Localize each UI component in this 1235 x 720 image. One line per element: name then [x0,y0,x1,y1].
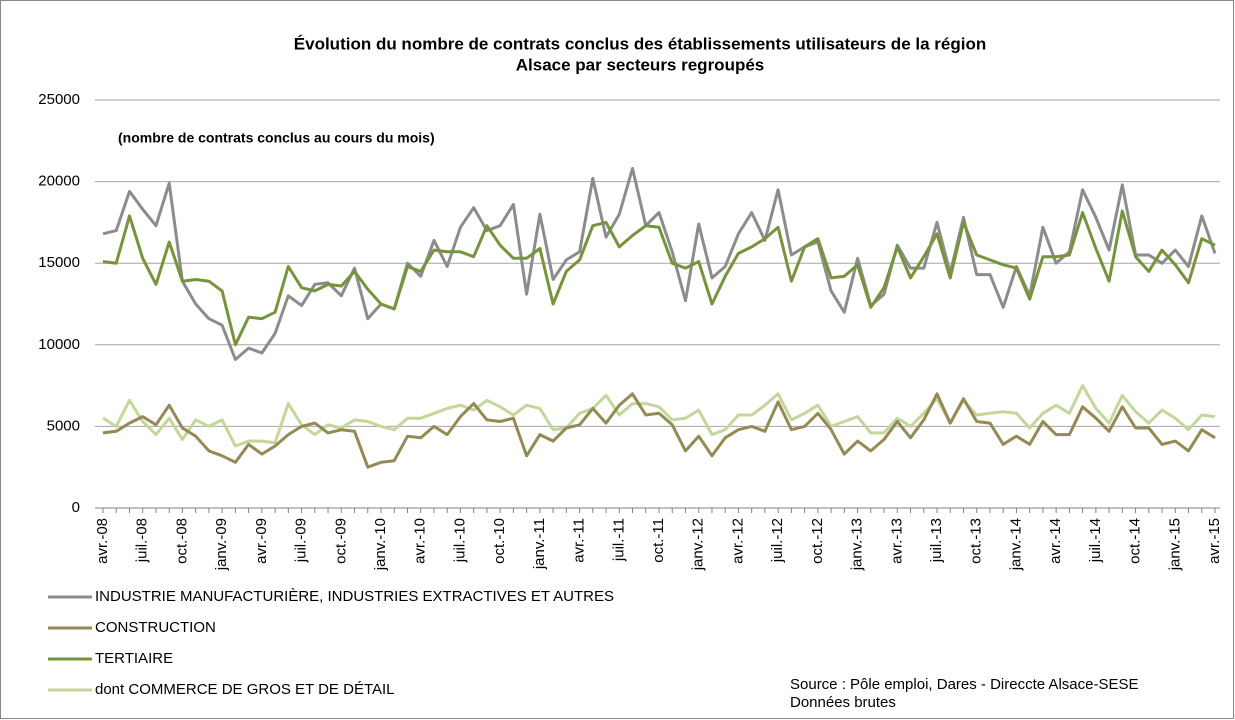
x-tick-label: avr.-15 [1206,518,1223,564]
x-tick-label: oct.-13 [968,518,985,564]
x-tick-label: janv.-14 [1007,518,1024,571]
x-tick-label: oct.-10 [491,518,508,564]
y-tick-label: 20000 [38,173,80,190]
x-tick-label: juil.-10 [451,518,468,563]
x-tick-label: janv.-13 [849,518,866,571]
x-tick-label: juil.-11 [610,518,627,562]
x-tick-label: oct.-11 [650,518,667,563]
x-tick-label: janv.-15 [1166,518,1183,571]
series-line [102,384,1216,448]
x-tick-label: oct.-08 [173,518,190,564]
x-tick-label: avr.-08 [94,518,111,564]
x-tick-label: avr.-13 [888,518,905,564]
legend-label: CONSTRUCTION [95,619,216,636]
x-tick-label: avr.-11 [571,518,588,563]
source: Données brutes [790,694,896,711]
y-tick-label: 10000 [38,336,80,353]
x-tick-label: juil.-14 [1087,518,1104,563]
x-tick-label: oct.-12 [809,518,826,564]
legend-label: dont COMMERCE DE GROS ET DE DÉTAIL [95,681,395,698]
x-tick-label: juil.-12 [769,518,786,563]
x-tick-label: janv.-09 [213,518,230,571]
y-tick-label: 15000 [38,254,80,271]
x-tick-label: avr.-14 [1047,518,1064,564]
x-tick-label: avr.-12 [729,518,746,564]
legend-label: TERTIAIRE [95,650,173,667]
x-tick-label: juil.-09 [293,518,310,563]
x-tick-label: avr.-09 [253,518,270,564]
x-tick-label: juil.-08 [134,518,151,563]
x-tick-label: juil.-13 [928,518,945,563]
series-line [102,209,1216,347]
x-tick-label: janv.-10 [372,518,389,571]
chart-title: Évolution du nombre de contrats conclus … [294,34,986,53]
x-tick-label: janv.-11 [531,518,548,570]
legend-label: INDUSTRIE MANUFACTURIÈRE, INDUSTRIES EXT… [95,588,614,605]
chart-title: Alsace par secteurs regroupés [516,55,765,74]
x-tick-label: janv.-12 [690,518,707,571]
series-line [102,392,1216,469]
x-tick-label: oct.-09 [332,518,349,564]
x-tick-label: avr.-10 [412,518,429,564]
x-tick-label: oct.-14 [1127,518,1144,564]
y-tick-label: 5000 [47,417,80,434]
annotation: (nombre de contrats conclus au cours du … [118,130,435,146]
y-tick-label: 0 [72,499,80,516]
source: Source : Pôle emploi, Dares - Direccte A… [790,676,1138,693]
y-tick-label: 25000 [38,91,80,108]
